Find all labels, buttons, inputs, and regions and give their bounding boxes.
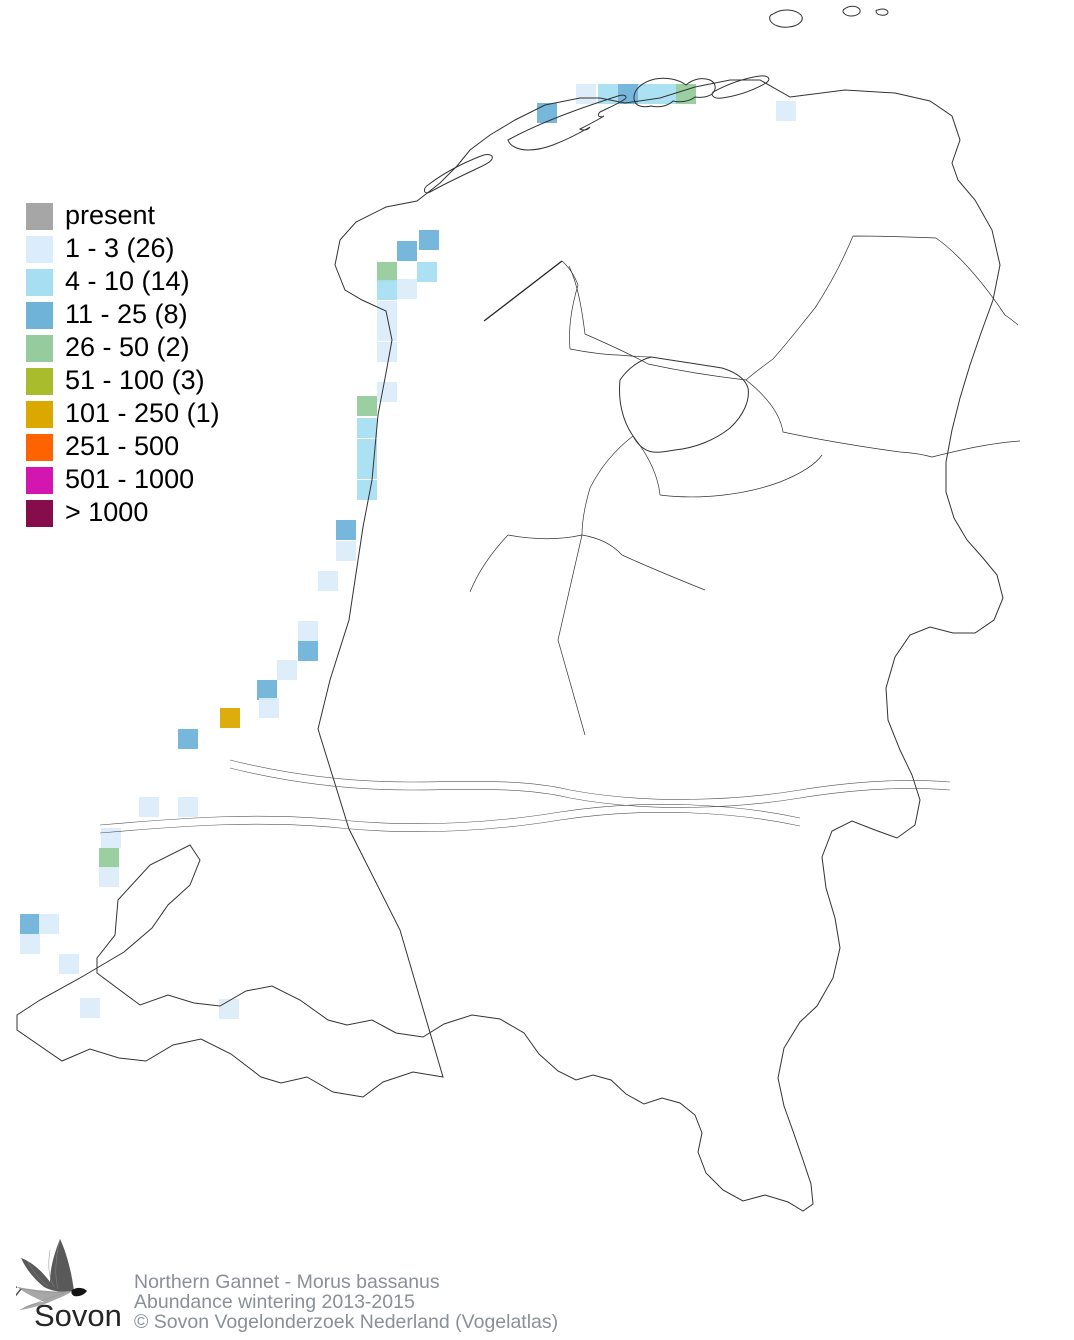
svg-text:4 - 10 (14): 4 - 10 (14) bbox=[65, 266, 190, 296]
svg-text:present: present bbox=[65, 200, 156, 230]
svg-text:11 - 25 (8): 11 - 25 (8) bbox=[65, 299, 188, 329]
svg-text:51 - 100 (3): 51 - 100 (3) bbox=[65, 365, 205, 395]
svg-text:101 - 250 (1): 101 - 250 (1) bbox=[65, 398, 220, 428]
svg-text:501 - 1000: 501 - 1000 bbox=[65, 464, 194, 494]
svg-text:251 - 500: 251 - 500 bbox=[65, 431, 179, 461]
svg-text:1 - 3 (26): 1 - 3 (26) bbox=[65, 233, 175, 263]
svg-text:26 - 50 (2): 26 - 50 (2) bbox=[65, 332, 190, 362]
svg-text:> 1000: > 1000 bbox=[65, 497, 148, 527]
svg-text:Sovon: Sovon bbox=[34, 1298, 122, 1333]
